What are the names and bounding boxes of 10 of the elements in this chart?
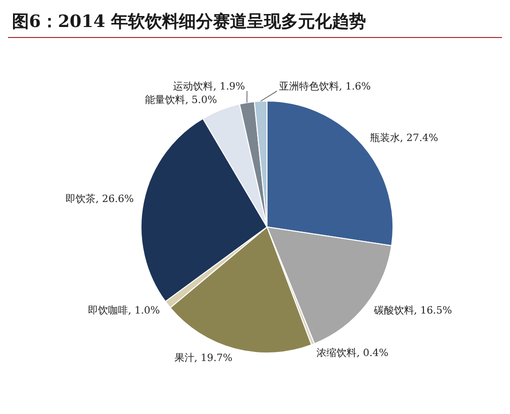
slice-label: 果汁, 19.7%: [174, 352, 232, 364]
chart-title: 图6：2014 年软饮料细分赛道呈现多元化趋势: [8, 8, 502, 38]
slice-label: 即饮咖啡, 1.0%: [88, 304, 160, 316]
slice-label: 运动饮料, 1.9%: [173, 80, 245, 92]
slice-label: 亚洲特色饮料, 1.6%: [279, 80, 371, 92]
slice-label: 即饮茶, 26.6%: [66, 193, 134, 206]
slice-label: 能量饮料, 5.0%: [145, 94, 217, 106]
slice-label: 碳酸饮料, 16.5%: [372, 304, 452, 317]
slice-label: 瓶装水, 27.4%: [370, 132, 438, 144]
slice-label: 浓缩饮料, 0.4%: [316, 347, 388, 360]
